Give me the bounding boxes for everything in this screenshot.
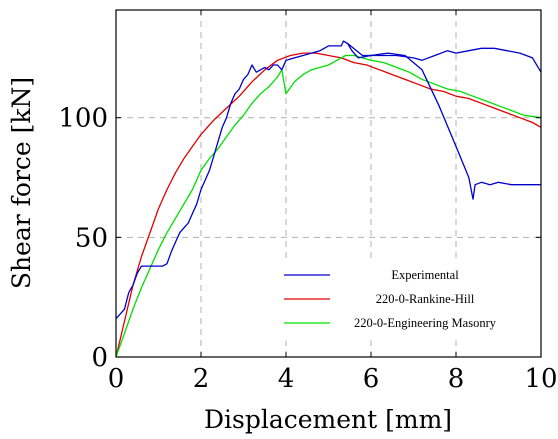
legend-label: 220-0-Rankine-Hill [376,292,475,306]
x-tick-label: 10 [524,364,557,394]
x-tick-label: 8 [448,364,465,394]
y-tick-label: 0 [91,343,108,373]
legend-label: 220-0-Engineering Masonry [354,316,497,330]
x-tick-label: 2 [193,364,210,394]
series-line-3 [115,54,542,358]
plot-frame [115,9,542,358]
series-layer [115,40,542,358]
ticks [115,10,542,358]
y-tick-label: 100 [58,104,108,134]
series-line-1 [347,42,542,73]
x-axis-label: Displacement [mm] [204,405,452,434]
series-line-0 [115,40,541,320]
legend: Experimental 220-0-Rankine-Hill 220-0-Engi… [274,261,526,341]
legend-label: Experimental [391,268,459,282]
x-tick-label: 0 [108,364,125,394]
x-tick-label: 6 [363,364,380,394]
y-tick-label: 50 [75,223,108,253]
y-axis-label: Shear force [kN] [7,77,36,289]
x-tick-label: 4 [278,364,295,394]
